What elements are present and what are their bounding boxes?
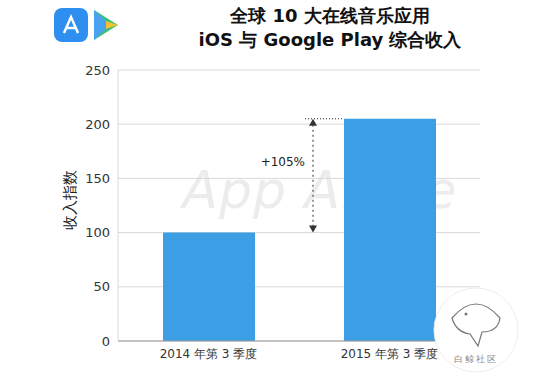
- svg-text:200: 200: [85, 117, 110, 132]
- svg-text:250: 250: [85, 63, 110, 78]
- svg-text:+105%: +105%: [261, 155, 305, 169]
- svg-text:2014 年第 3 季度: 2014 年第 3 季度: [160, 347, 258, 361]
- svg-text:100: 100: [85, 225, 110, 240]
- svg-text:50: 50: [93, 279, 110, 294]
- svg-text:白鲸社区: 白鲸社区: [454, 354, 498, 364]
- svg-text:2015 年第 3 季度: 2015 年第 3 季度: [341, 347, 439, 361]
- svg-text:150: 150: [85, 171, 110, 186]
- svg-text:0: 0: [102, 334, 110, 349]
